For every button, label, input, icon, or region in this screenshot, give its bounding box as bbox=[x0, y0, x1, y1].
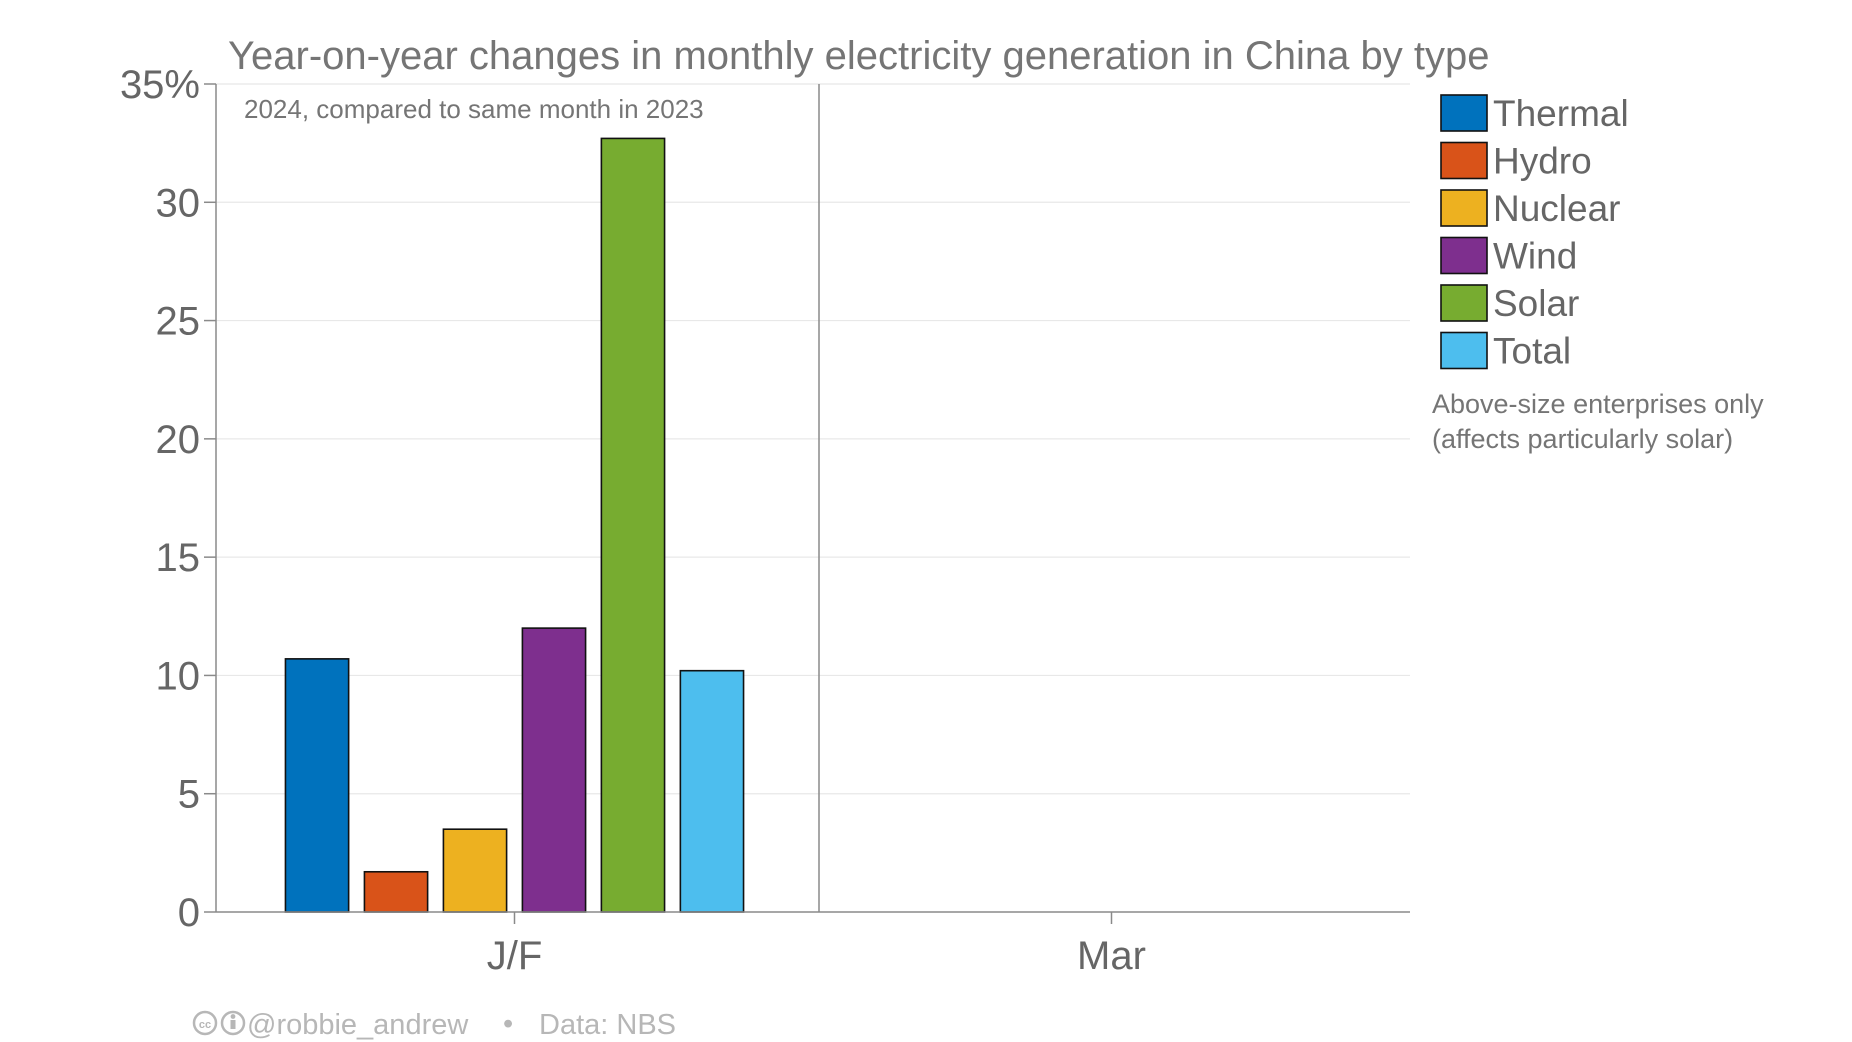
y-tick-label-20: 20 bbox=[156, 418, 201, 462]
legend-label-thermal: Thermal bbox=[1493, 93, 1629, 134]
footer: cc @robbie_andrew • Data: NBS bbox=[192, 1008, 676, 1041]
y-tick-label-10: 10 bbox=[156, 654, 201, 698]
chart-note-line-1: Above-size enterprises only bbox=[1432, 389, 1764, 419]
bar-hydro-JF bbox=[363, 870, 429, 913]
legend-label-hydro: Hydro bbox=[1493, 141, 1592, 182]
y-tick-label-30: 30 bbox=[156, 181, 201, 225]
y-tick-label-15: 15 bbox=[156, 536, 201, 580]
legend-label-total: Total bbox=[1493, 331, 1571, 372]
attribution-icon bbox=[220, 1010, 246, 1036]
chart-title: Year-on-year changes in monthly electric… bbox=[228, 34, 1489, 78]
footer-handle: @robbie_andrew bbox=[247, 1009, 469, 1041]
creative-commons-icon: cc bbox=[192, 1010, 218, 1036]
x-tick-label-Mar: Mar bbox=[1077, 934, 1146, 978]
y-tick-label-35: 35% bbox=[120, 63, 200, 107]
bar-solar-JF bbox=[600, 137, 666, 913]
legend: Thermal Hydro Nuclear Wind Solar Total bbox=[1440, 93, 1629, 372]
bar-nuclear-JF bbox=[442, 828, 508, 913]
y-tick-label-5: 5 bbox=[178, 773, 200, 817]
chart-note-line-2: (affects particularly solar) bbox=[1432, 424, 1733, 454]
gridlines bbox=[216, 83, 1410, 795]
legend-swatch-thermal bbox=[1440, 94, 1488, 132]
legend-swatch-hydro bbox=[1440, 141, 1488, 180]
legend-label-solar: Solar bbox=[1493, 283, 1579, 324]
bar-wind-JF bbox=[521, 627, 587, 913]
x-tick-label-J/F: J/F bbox=[487, 934, 543, 978]
y-tick-label-25: 25 bbox=[156, 300, 201, 344]
legend-swatch-solar bbox=[1440, 284, 1488, 322]
footer-source: Data: NBS bbox=[539, 1009, 676, 1041]
legend-label-wind: Wind bbox=[1493, 236, 1577, 277]
x-axis: J/F Mar bbox=[487, 912, 1146, 978]
bar-total-JF bbox=[679, 669, 745, 913]
svg-text:cc: cc bbox=[199, 1019, 211, 1031]
bar-thermal-JF bbox=[284, 658, 350, 913]
footer-separator: • bbox=[503, 1008, 513, 1040]
legend-swatch-total bbox=[1440, 331, 1488, 370]
legend-swatch-nuclear bbox=[1440, 189, 1488, 227]
bars bbox=[284, 137, 745, 913]
legend-label-nuclear: Nuclear bbox=[1493, 188, 1621, 229]
y-axis: 0 5 10 15 20 25 30 35% bbox=[120, 63, 216, 935]
y-tick-label-0: 0 bbox=[178, 891, 200, 935]
chart-subtitle: 2024, compared to same month in 2023 bbox=[244, 94, 704, 124]
legend-swatch-wind bbox=[1440, 236, 1488, 275]
